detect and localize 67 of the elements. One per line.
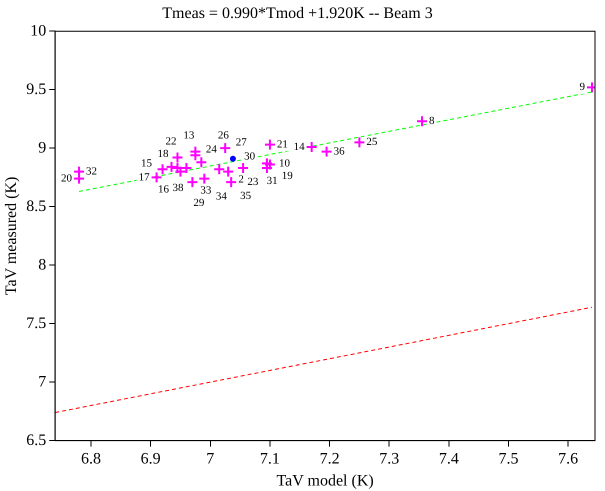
annotation: 18 (157, 148, 169, 160)
x-tick-label: 7.1 (260, 450, 280, 468)
annotation: 25 (366, 136, 378, 148)
x-tick-label: 7.2 (320, 450, 340, 468)
annotation: 38 (172, 182, 184, 194)
point (186, 176, 198, 188)
annotation: 29 (193, 196, 205, 209)
annotation: 14 (294, 140, 306, 153)
annotation: 36 (334, 146, 346, 158)
point (73, 172, 86, 185)
y-tick-label: 7.5 (26, 314, 46, 332)
point (225, 176, 238, 188)
point (264, 158, 276, 171)
annotation: 35 (240, 190, 252, 202)
y-tick-label: 10 (30, 22, 46, 40)
point (156, 163, 169, 176)
y-axis-title: TaV measured (K) (2, 176, 20, 296)
point (222, 166, 234, 178)
point (306, 141, 318, 153)
point (198, 172, 210, 185)
annotation: 16 (158, 184, 170, 196)
annotation: 9 (580, 81, 586, 94)
y-tick-label: 8.5 (26, 198, 46, 215)
y-tick-label: 7 (38, 373, 46, 390)
x-tick-label: 6.9 (140, 450, 161, 468)
annotation: 34 (216, 190, 228, 203)
x-tick-label: 7.4 (438, 450, 459, 468)
x-axis-title: TaV model (K) (276, 472, 374, 490)
x-tick-label: 6.8 (80, 450, 101, 468)
point (416, 115, 428, 128)
annotation: 24 (206, 144, 218, 156)
point (171, 152, 184, 164)
point (353, 136, 366, 148)
annotation: 17 (138, 171, 150, 184)
y-tick-label: 9 (38, 139, 46, 156)
annotation: 31 (266, 174, 278, 187)
annotation: 27 (236, 136, 248, 149)
x-tick-label: 7.3 (379, 450, 400, 468)
annotation: 26 (218, 129, 230, 142)
point (213, 163, 226, 176)
point (230, 156, 236, 162)
point (320, 146, 333, 158)
point (237, 162, 250, 174)
point (264, 138, 276, 151)
annotation: 13 (183, 130, 195, 142)
annotation: 30 (244, 150, 256, 162)
y-tick-label: 6.5 (26, 432, 46, 449)
x-tick-label: 7 (206, 450, 214, 468)
annotation: 2 (238, 174, 244, 186)
point (189, 146, 202, 158)
point (219, 142, 232, 154)
annotation: 21 (276, 138, 288, 151)
annotation: 8 (429, 115, 436, 128)
x-tick-label: 7.6 (558, 450, 578, 468)
annotation: 15 (141, 158, 153, 170)
annotation: 33 (200, 184, 212, 196)
y-tick-label: 9.5 (26, 80, 46, 98)
annotation: 19 (282, 170, 294, 182)
chart-title: Tmeas = 0.990*Tmod +1.920K -- Beam 3 (162, 4, 433, 22)
annotation: 32 (86, 165, 98, 178)
annotation: 10 (278, 157, 290, 170)
point (150, 171, 163, 184)
annotation: 22 (165, 135, 176, 148)
annotation: 23 (247, 176, 259, 188)
y-tick-label: 8 (38, 256, 46, 274)
x-tick-label: 7.5 (498, 450, 519, 468)
annotation: 20 (61, 172, 73, 184)
